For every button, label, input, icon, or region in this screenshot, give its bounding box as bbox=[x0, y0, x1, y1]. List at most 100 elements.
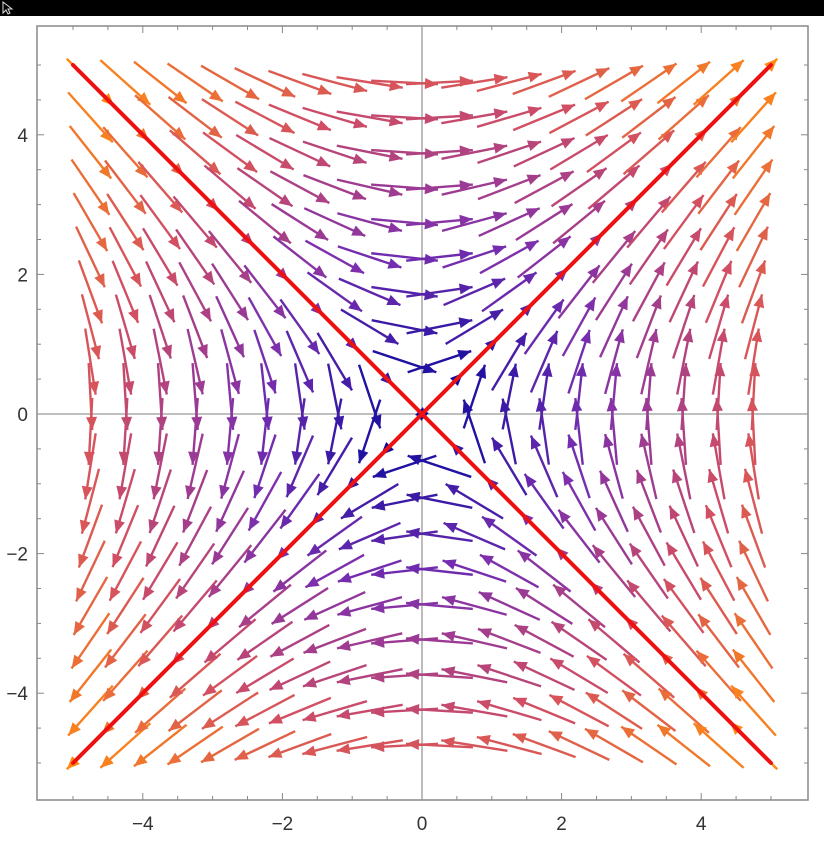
field-arrow-head bbox=[493, 177, 507, 188]
field-arrow bbox=[178, 261, 213, 322]
field-arrow bbox=[269, 170, 330, 205]
field-arrow bbox=[234, 730, 296, 761]
field-arrow-head bbox=[270, 645, 285, 657]
field-arrow bbox=[178, 506, 213, 567]
field-arrow bbox=[225, 363, 238, 431]
field-arrow-head bbox=[351, 189, 367, 200]
field-arrow bbox=[247, 296, 283, 357]
field-arrow-head bbox=[317, 84, 332, 95]
field-arrow-head bbox=[424, 253, 438, 265]
x-tick-label: 0 bbox=[417, 814, 428, 835]
field-arrow bbox=[591, 544, 637, 598]
field-arrow bbox=[711, 328, 728, 395]
field-arrow-head bbox=[406, 703, 420, 715]
field-arrow bbox=[285, 435, 315, 498]
field-arrow bbox=[272, 549, 328, 593]
field-arrow-head bbox=[150, 485, 162, 500]
field-arrow bbox=[405, 668, 473, 680]
field-arrow bbox=[372, 454, 437, 479]
field-arrow bbox=[302, 664, 367, 688]
field-arrow-head bbox=[166, 271, 178, 286]
field-arrow bbox=[538, 363, 553, 430]
field-arrow bbox=[102, 126, 149, 179]
field-arrow bbox=[211, 262, 250, 321]
field-arrow-head bbox=[620, 263, 632, 278]
field-arrow-head bbox=[406, 598, 420, 610]
field-arrow bbox=[635, 469, 662, 533]
field-arrow-head bbox=[441, 630, 456, 642]
field-arrow-head bbox=[507, 363, 519, 378]
separatrix-line-2 bbox=[71, 63, 773, 765]
field-arrow bbox=[211, 507, 250, 566]
y-tick-label: −2 bbox=[6, 545, 28, 566]
field-arrow bbox=[406, 563, 473, 576]
field-arrow-head bbox=[526, 140, 542, 151]
field-arrow bbox=[215, 295, 246, 358]
field-arrow bbox=[106, 193, 145, 251]
field-arrow-head bbox=[340, 507, 355, 519]
field-arrow bbox=[148, 469, 172, 534]
field-arrow bbox=[692, 59, 745, 106]
field-arrow bbox=[134, 687, 187, 734]
field-arrow-head bbox=[477, 699, 492, 711]
field-arrow bbox=[202, 654, 258, 697]
field-arrow-head bbox=[103, 687, 116, 701]
field-arrow-head bbox=[387, 222, 402, 233]
field-arrow-head bbox=[201, 717, 216, 729]
field-arrow bbox=[584, 64, 644, 101]
field-arrow-head bbox=[270, 342, 282, 357]
field-arrow bbox=[405, 633, 473, 645]
field-arrow bbox=[118, 328, 135, 395]
field-arrow-head bbox=[200, 307, 212, 322]
field-arrow-head bbox=[459, 180, 473, 192]
field-arrow-head bbox=[185, 485, 196, 499]
field-arrow-head bbox=[761, 125, 775, 140]
field-arrow bbox=[337, 595, 403, 617]
field-arrow bbox=[338, 277, 401, 307]
field-arrow-head bbox=[757, 226, 768, 241]
field-arrow-head bbox=[278, 194, 293, 207]
field-arrow bbox=[337, 559, 402, 583]
field-arrow-head bbox=[594, 101, 609, 113]
field-arrow-head bbox=[524, 240, 539, 252]
y-tick-label: −4 bbox=[6, 684, 28, 705]
field-arrow-head bbox=[695, 95, 709, 108]
field-arrow bbox=[108, 226, 143, 288]
field-arrow bbox=[699, 577, 738, 635]
field-arrow bbox=[744, 433, 760, 500]
field-arrow-head bbox=[340, 376, 352, 391]
field-arrow-head bbox=[291, 450, 303, 465]
field-arrow-head bbox=[123, 380, 135, 395]
field-arrow-head bbox=[725, 193, 737, 208]
field-arrow-head bbox=[705, 505, 716, 520]
field-arrow-head bbox=[73, 620, 85, 635]
field-arrow-head bbox=[173, 618, 187, 632]
field-arrow bbox=[635, 295, 662, 359]
field-arrow bbox=[268, 660, 331, 692]
field-arrow-head bbox=[194, 380, 206, 395]
field-arrow bbox=[133, 723, 188, 768]
field-arrow-head bbox=[441, 736, 455, 748]
field-arrow-head bbox=[243, 159, 258, 173]
field-arrow-head bbox=[388, 115, 403, 127]
field-arrow bbox=[234, 693, 296, 728]
field-arrow-head bbox=[669, 505, 681, 520]
field-arrow-head bbox=[627, 132, 641, 145]
field-arrow-head bbox=[216, 517, 227, 532]
field-arrow bbox=[441, 73, 508, 89]
field-arrow bbox=[169, 652, 222, 699]
field-arrow-head bbox=[736, 576, 749, 591]
field-arrow bbox=[441, 177, 508, 196]
field-arrow bbox=[631, 261, 666, 322]
field-arrow bbox=[740, 504, 767, 569]
field-arrow bbox=[523, 473, 565, 530]
field-arrow-head bbox=[753, 294, 765, 309]
field-arrow-head bbox=[208, 125, 222, 138]
field-arrow bbox=[622, 129, 675, 176]
field-arrow-head bbox=[687, 261, 698, 276]
field-arrow-head bbox=[156, 416, 168, 430]
field-arrow bbox=[270, 586, 329, 625]
field-arrow-head bbox=[457, 349, 472, 361]
field-arrow-head bbox=[133, 200, 146, 214]
field-arrow-head bbox=[527, 71, 542, 83]
